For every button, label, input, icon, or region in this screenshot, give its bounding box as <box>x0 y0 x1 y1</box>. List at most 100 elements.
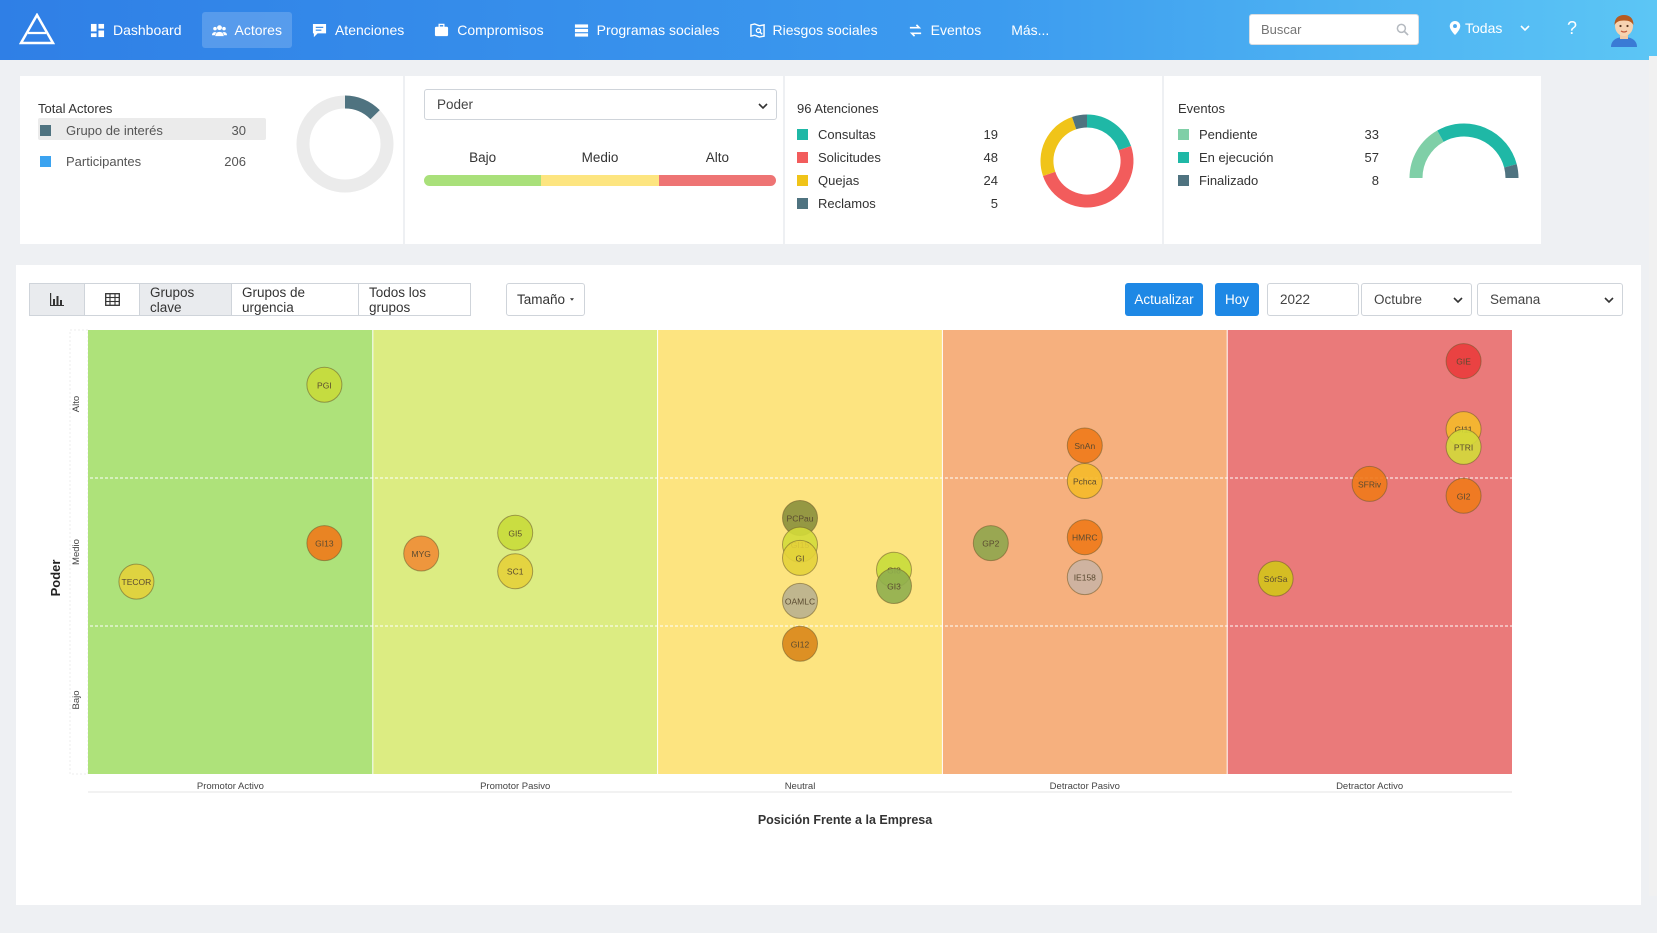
actor-bubble[interactable] <box>1066 462 1103 499</box>
actor-point[interactable]: PTRI <box>1445 428 1482 465</box>
actor-label: SórSa <box>1264 574 1288 584</box>
poder-scale-bar <box>424 175 776 186</box>
actor-bubble[interactable] <box>306 525 343 562</box>
nav-compromisos[interactable]: Compromisos <box>424 12 553 48</box>
actor-bubble[interactable] <box>1066 559 1103 596</box>
bar-chart-icon <box>50 293 64 306</box>
nav-more-label: Más... <box>1011 22 1050 38</box>
actor-point[interactable]: GI3 <box>875 568 912 605</box>
legend-label: Participantes <box>66 154 142 169</box>
actor-point[interactable]: GI12 <box>782 625 818 662</box>
nav-eventos-label: Eventos <box>930 22 982 38</box>
actor-point[interactable]: IE158 <box>1066 559 1103 596</box>
legend-finalizado[interactable]: Finalizado 8 <box>1178 173 1379 188</box>
legend-swatch <box>40 125 51 136</box>
nav-more[interactable]: Más... <box>1001 12 1059 48</box>
actor-point[interactable]: PCPau <box>782 499 818 536</box>
grupo-interes-slice <box>344 95 380 120</box>
legend-value: 8 <box>1371 173 1379 188</box>
actor-bubble[interactable] <box>782 625 818 662</box>
actor-point[interactable]: MYG <box>403 535 440 572</box>
chart-view-button[interactable] <box>29 283 85 316</box>
nav-atenciones[interactable]: Atenciones <box>302 12 414 48</box>
actor-point[interactable]: GI13 <box>306 525 343 562</box>
legend-quejas[interactable]: Quejas 24 <box>797 173 998 188</box>
actor-point[interactable]: PGI <box>306 366 343 403</box>
actor-point[interactable]: GP2 <box>972 525 1009 562</box>
actor-point[interactable]: GIE <box>1445 343 1482 380</box>
app-logo[interactable] <box>19 13 55 45</box>
actor-label: GI5 <box>508 528 522 538</box>
actor-bubble[interactable] <box>497 553 534 590</box>
actor-point[interactable]: SórSa <box>1257 560 1294 597</box>
actor-bubble[interactable] <box>1351 465 1388 502</box>
actor-point[interactable]: Pchca <box>1066 462 1103 499</box>
actor-bubble[interactable] <box>1445 343 1482 380</box>
actor-bubble[interactable] <box>497 514 534 551</box>
actor-point[interactable]: OAMLC <box>782 582 818 619</box>
actor-point[interactable]: GI2 <box>1445 477 1482 514</box>
actor-point[interactable]: GI <box>782 539 818 576</box>
poder-card: Poder Bajo Medio Alto <box>405 76 783 244</box>
actor-point[interactable]: GI5 <box>497 514 534 551</box>
actor-bubble[interactable] <box>782 539 818 576</box>
nav-riesgos-sociales[interactable]: Riesgos sociales <box>740 12 888 48</box>
actor-bubble[interactable] <box>1257 560 1294 597</box>
actor-bubble[interactable] <box>1066 519 1103 556</box>
actor-point[interactable]: SnAn <box>1066 427 1103 464</box>
total-actores-donut <box>296 95 394 193</box>
year-input[interactable]: 2022 <box>1267 283 1359 316</box>
user-avatar[interactable] <box>1609 13 1639 47</box>
legend-en-ejecucion[interactable]: En ejecución 57 <box>1178 150 1379 165</box>
actor-point[interactable]: HMRC <box>1066 519 1103 556</box>
actor-label: MYG <box>412 549 431 559</box>
hoy-button[interactable]: Hoy <box>1215 283 1259 316</box>
grupos-urgencia-button[interactable]: Grupos de urgencia <box>231 283 359 316</box>
actor-bubble[interactable] <box>1445 477 1482 514</box>
nav-eventos[interactable]: Eventos <box>898 12 992 48</box>
nav-programas-sociales[interactable]: Programas sociales <box>564 12 730 48</box>
actor-point[interactable]: SFRiv <box>1351 465 1388 502</box>
position-zones <box>69 329 1512 775</box>
table-view-button[interactable] <box>84 283 140 316</box>
todos-grupos-button[interactable]: Todos los grupos <box>358 283 471 316</box>
legend-label: Solicitudes <box>818 150 881 165</box>
legend-participantes[interactable]: Participantes 206 <box>40 154 246 169</box>
actor-bubble[interactable] <box>782 582 818 619</box>
legend-label: En ejecución <box>1199 150 1274 165</box>
actor-point[interactable]: SC1 <box>497 553 534 590</box>
nav-compromisos-label: Compromisos <box>457 22 544 38</box>
actor-point[interactable]: TECOR <box>118 563 155 600</box>
grupos-clave-button[interactable]: Grupos clave <box>139 283 232 316</box>
actor-bubble[interactable] <box>118 563 155 600</box>
actor-bubble[interactable] <box>972 525 1009 562</box>
location-selector[interactable]: Todas <box>1449 20 1534 36</box>
month-select[interactable]: Octubre <box>1361 283 1472 316</box>
actor-bubble[interactable] <box>1445 428 1482 465</box>
help-button[interactable]: ? <box>1567 18 1578 38</box>
search-icon[interactable] <box>1396 23 1409 36</box>
actualizar-button[interactable]: Actualizar <box>1125 283 1203 316</box>
period-select[interactable]: Semana <box>1477 283 1623 316</box>
view-toggle-group: Grupos clave Grupos de urgencia Todos lo… <box>29 283 471 316</box>
legend-reclamos[interactable]: Reclamos 5 <box>797 196 998 211</box>
legend-solicitudes[interactable]: Solicitudes 48 <box>797 150 998 165</box>
actor-bubble[interactable] <box>875 568 912 605</box>
nav-actores[interactable]: Actores <box>201 12 292 48</box>
nav-dashboard[interactable]: Dashboard <box>80 12 192 48</box>
legend-pendiente[interactable]: Pendiente 33 <box>1178 127 1379 142</box>
legend-grupo-interes[interactable]: Grupo de interés 30 <box>40 123 246 138</box>
actor-bubble[interactable] <box>403 535 440 572</box>
nav-programas-label: Programas sociales <box>596 22 720 38</box>
briefcase-icon <box>435 23 449 36</box>
page-scrollbar[interactable] <box>1649 56 1657 896</box>
search-input[interactable] <box>1250 15 1390 44</box>
legend-consultas[interactable]: Consultas 19 <box>797 127 998 142</box>
actor-bubble[interactable] <box>306 366 343 403</box>
poder-select[interactable]: Poder <box>424 89 777 120</box>
size-dropdown[interactable]: Tamaño <box>506 283 585 316</box>
actor-bubble[interactable] <box>1066 427 1103 464</box>
matrix-points: PGIGI13TECORMYGGI5SC1PCPauGI15GIOAMLCGI1… <box>118 343 1482 662</box>
legend-swatch <box>1178 175 1189 186</box>
legend-swatch <box>797 152 808 163</box>
